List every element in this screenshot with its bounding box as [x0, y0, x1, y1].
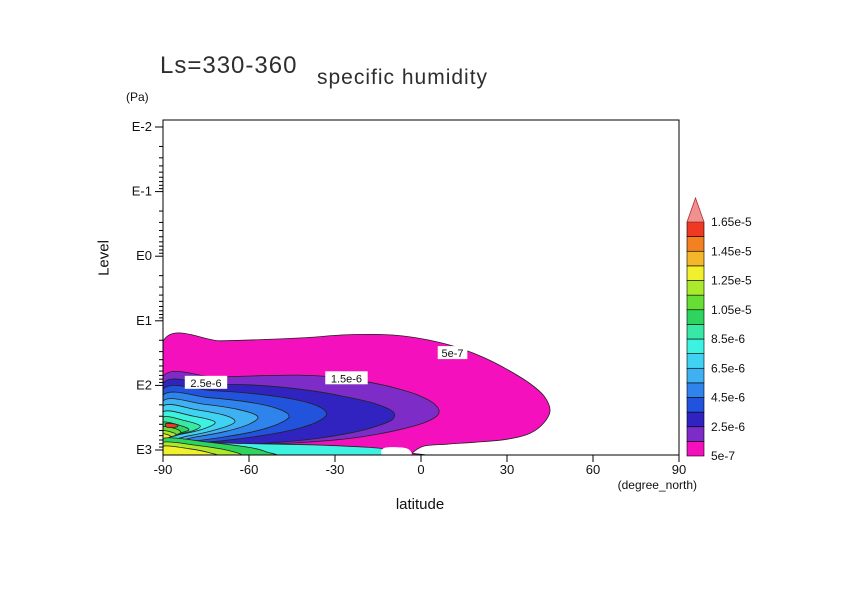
svg-text:5e-7: 5e-7	[442, 348, 464, 360]
plot-title-variable: specific humidity	[317, 66, 489, 89]
svg-text:4.5e-6: 4.5e-6	[711, 391, 745, 405]
svg-text:90: 90	[672, 462, 686, 477]
plot-title-ls: Ls=330-360	[160, 52, 298, 79]
svg-text:1.5e-6: 1.5e-6	[331, 373, 362, 385]
svg-text:2.5e-6: 2.5e-6	[190, 378, 221, 390]
svg-text:1.25e-5: 1.25e-5	[711, 274, 752, 288]
svg-text:-90: -90	[154, 462, 173, 477]
y-axis-unit: (Pa)	[126, 90, 149, 104]
svg-text:1.65e-5: 1.65e-5	[711, 215, 752, 229]
svg-text:E1: E1	[136, 313, 152, 328]
svg-text:E3: E3	[136, 442, 152, 457]
svg-text:60: 60	[586, 462, 600, 477]
svg-text:E-1: E-1	[132, 184, 152, 199]
svg-text:E0: E0	[136, 248, 152, 263]
svg-text:6.5e-6: 6.5e-6	[711, 361, 745, 375]
svg-text:5e-7: 5e-7	[711, 449, 735, 463]
svg-text:1.45e-5: 1.45e-5	[711, 244, 752, 258]
svg-text:-60: -60	[240, 462, 259, 477]
svg-text:30: 30	[500, 462, 514, 477]
svg-text:0: 0	[417, 462, 424, 477]
svg-text:-30: -30	[326, 462, 345, 477]
x-axis-label: latitude	[395, 496, 445, 513]
svg-text:1.05e-5: 1.05e-5	[711, 303, 752, 317]
x-axis-unit: (degree_north)	[617, 478, 697, 492]
svg-text:E-2: E-2	[132, 119, 152, 134]
svg-text:E2: E2	[136, 377, 152, 392]
svg-text:2.5e-6: 2.5e-6	[711, 420, 745, 434]
svg-text:8.5e-6: 8.5e-6	[711, 332, 745, 346]
